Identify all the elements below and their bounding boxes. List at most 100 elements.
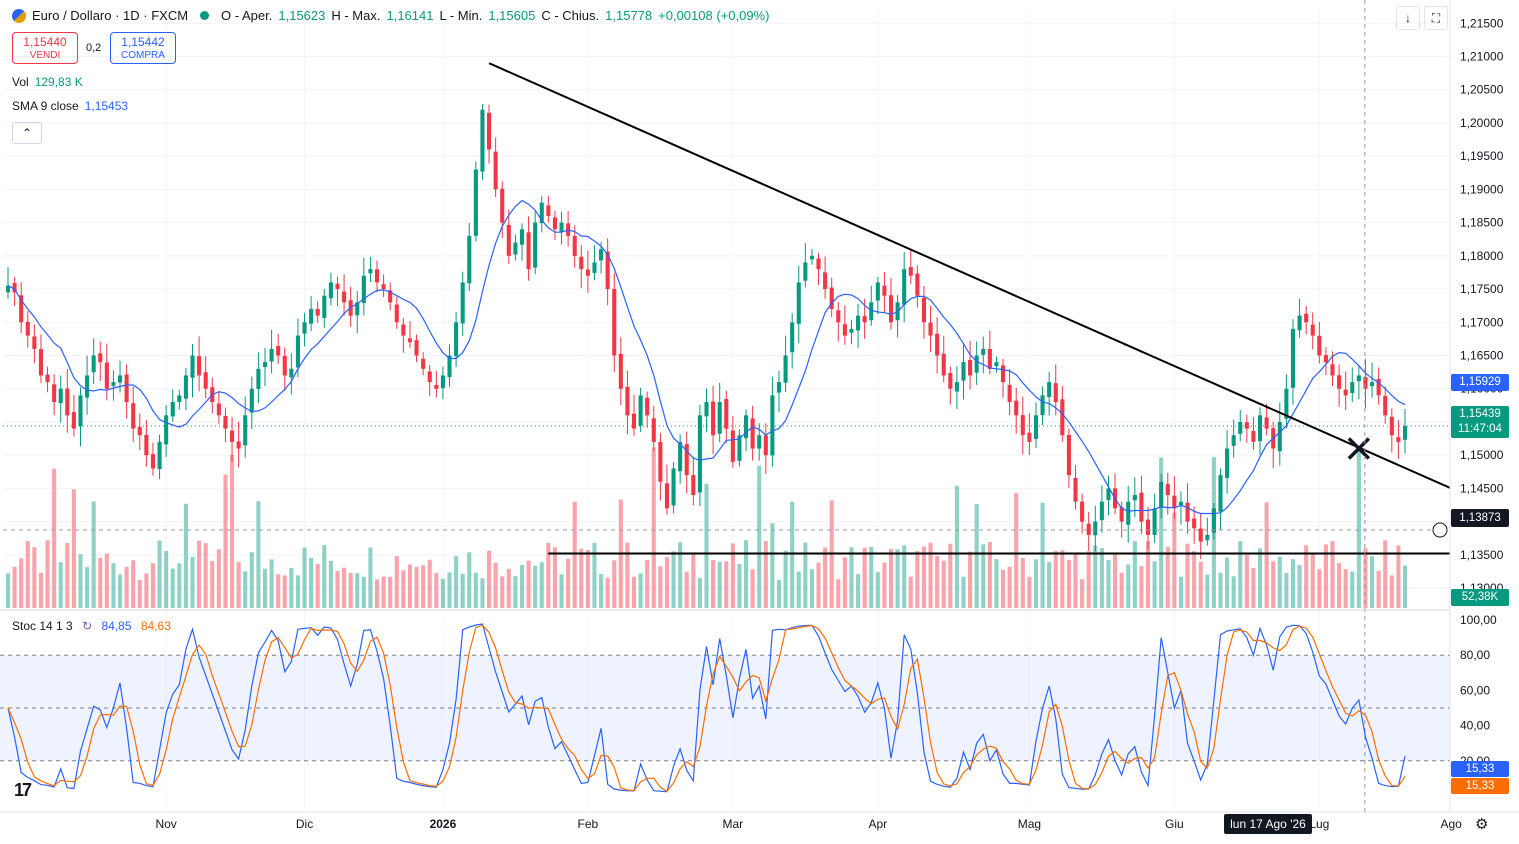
volume-bar: [256, 501, 261, 608]
trendlines[interactable]: [3, 0, 1519, 812]
volume-bar: [104, 553, 109, 608]
candle: [1350, 367, 1355, 403]
candle: [1172, 476, 1177, 519]
candle-body: [816, 258, 821, 270]
volume-bars: [5, 447, 1408, 608]
volume-bar: [1027, 576, 1032, 608]
volume-bar: [1000, 569, 1006, 608]
candle-body: [85, 375, 90, 398]
volume-bar: [157, 540, 162, 608]
time-tick-label: Mag: [1018, 817, 1041, 831]
candle-body: [763, 435, 768, 456]
volume-bar: [1165, 546, 1170, 608]
volume-bar: [836, 579, 841, 608]
candle-body: [572, 236, 577, 256]
candle-body: [223, 415, 228, 429]
volume-bar: [895, 549, 900, 608]
candle-body: [427, 371, 432, 383]
volume-bar: [743, 540, 749, 608]
scroll-down-button[interactable]: ↓: [1396, 6, 1420, 30]
refresh-icon[interactable]: ↻: [82, 619, 93, 633]
price-tick-label: 1,19500: [1460, 149, 1504, 163]
candle-body: [1047, 382, 1052, 398]
volume-bar: [888, 549, 894, 608]
sell-button[interactable]: 1,15440 VENDI: [12, 32, 78, 64]
buy-button[interactable]: 1,15442 COMPRA: [110, 32, 176, 64]
stochastic-legend[interactable]: Stoc 14 1 3 ↻ 84,85 84,63: [12, 619, 171, 633]
candle-body: [1376, 378, 1381, 396]
collapse-legend-button[interactable]: ⌃: [12, 122, 42, 144]
candle: [1099, 485, 1104, 533]
volume-legend[interactable]: Vol 129,83 K: [12, 75, 83, 89]
candle: [572, 225, 577, 268]
candle-body: [78, 395, 83, 427]
candle-body: [374, 269, 380, 283]
volume-bar: [1145, 541, 1151, 608]
candle: [1145, 507, 1151, 550]
gear-icon[interactable]: ⚙: [1475, 816, 1489, 833]
candle-body: [19, 295, 24, 323]
volume-bar: [928, 542, 933, 608]
candle: [414, 334, 419, 363]
candle: [888, 278, 894, 330]
candle-body: [612, 288, 617, 356]
volume-bar: [328, 561, 333, 608]
candle-body: [809, 255, 814, 260]
candle-body: [1106, 488, 1111, 501]
sma-legend[interactable]: SMA 9 close 1,15453: [12, 99, 128, 113]
candle: [842, 305, 847, 345]
volume-bar: [519, 564, 525, 608]
candle: [882, 271, 887, 313]
candle-body: [849, 328, 854, 333]
candle: [289, 353, 294, 395]
price-tick-label: 1,14500: [1460, 481, 1504, 495]
candle-body: [618, 353, 623, 389]
candle: [697, 404, 702, 507]
volume-bar: [91, 501, 96, 608]
candle: [440, 366, 445, 400]
candle-body: [1000, 365, 1006, 383]
candle: [579, 244, 584, 289]
price-tick-label: 1,17000: [1460, 315, 1504, 329]
candle: [1363, 358, 1368, 409]
candle: [85, 355, 90, 415]
candle-body: [71, 412, 76, 429]
add-alert-icon: [1432, 522, 1448, 538]
candle: [434, 370, 439, 398]
candle: [447, 344, 452, 388]
candle-body: [1086, 523, 1091, 535]
symbol-title[interactable]: Euro / Dollaro · 1D · FXCM: [32, 8, 189, 23]
tradingview-logo[interactable]: 17: [14, 780, 32, 800]
candle-body: [460, 282, 465, 324]
candle: [500, 181, 505, 239]
volume-bar: [1192, 551, 1197, 608]
candle: [612, 272, 617, 373]
volume-bar: [190, 556, 195, 608]
candle-body: [98, 353, 103, 363]
candle-body: [519, 229, 525, 245]
volume-bar: [361, 576, 366, 608]
candle: [1383, 386, 1388, 424]
volume-bar: [658, 566, 663, 608]
volume-bar: [783, 550, 788, 608]
volume-bar: [1159, 457, 1164, 608]
candle-body: [1389, 416, 1394, 436]
candle-body: [1244, 422, 1249, 429]
volume-bar: [71, 489, 76, 608]
candle: [717, 382, 722, 443]
spread-value: 0,2: [86, 42, 102, 54]
volume-bar: [454, 556, 459, 608]
candle-body: [454, 322, 459, 357]
candle-body: [776, 382, 782, 393]
candle: [328, 272, 333, 306]
volume-bar: [552, 547, 557, 608]
volume-bar: [1389, 575, 1394, 608]
candle-body: [1383, 395, 1388, 416]
volume-bar: [131, 560, 136, 608]
fullscreen-button[interactable]: ⛶: [1424, 6, 1448, 30]
candle: [605, 238, 610, 306]
volume-bar: [849, 547, 854, 608]
candle-body: [869, 302, 874, 321]
candle: [1343, 371, 1348, 411]
